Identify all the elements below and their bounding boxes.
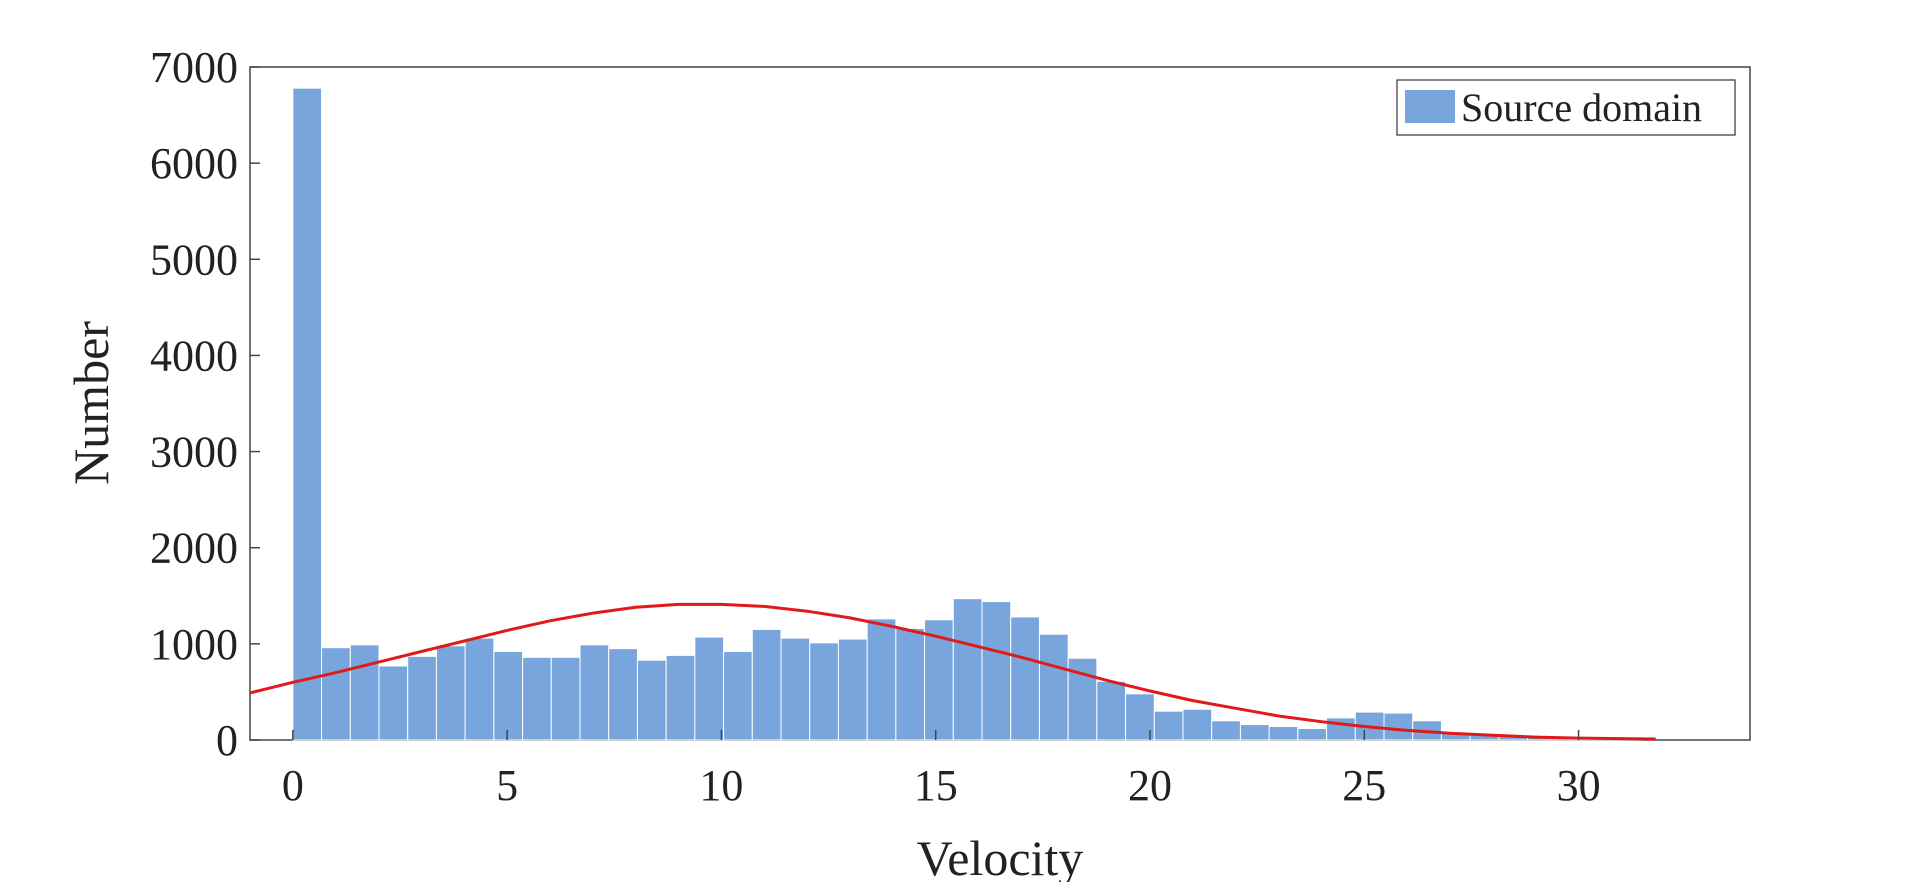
histogram-bar (1268, 726, 1299, 741)
histogram-bar (751, 628, 782, 741)
histogram-bar (608, 648, 638, 741)
x-axis: 0 5 10 15 20 25 30 (282, 730, 1601, 810)
histogram-bar (866, 618, 897, 741)
histogram-bar (407, 655, 437, 741)
histogram-bar (1096, 680, 1127, 741)
histogram-bar (981, 601, 1012, 741)
x-tick-label: 20 (1128, 761, 1172, 810)
histogram-bar (1010, 616, 1040, 741)
y-tick-label: 5000 (150, 235, 238, 284)
histogram-bar (1239, 724, 1270, 741)
x-tick-label: 15 (914, 761, 958, 810)
y-tick-label: 3000 (150, 428, 238, 477)
histogram-bar (1153, 710, 1184, 741)
histogram-bar (579, 644, 610, 741)
histogram-bar (780, 637, 811, 741)
histogram-bar (636, 659, 667, 741)
y-tick-label: 0 (216, 716, 238, 765)
histogram-bar (292, 87, 323, 741)
histogram-bars (292, 87, 1643, 741)
y-tick-label: 1000 (150, 620, 238, 669)
histogram-bar (1326, 717, 1356, 741)
histogram-bar (522, 656, 552, 741)
y-tick-label: 4000 (150, 331, 238, 380)
fitted-curve-line (249, 602, 1656, 741)
histogram-bar (435, 645, 466, 741)
y-tick-label: 2000 (150, 524, 238, 573)
histogram-bar (665, 654, 696, 741)
histogram-bar (1297, 727, 1328, 741)
histogram-bar (895, 627, 926, 741)
histogram-bar (1182, 708, 1213, 741)
histogram-bar (1383, 712, 1414, 741)
y-tick-label: 7000 (150, 43, 238, 92)
histogram-bar (952, 598, 983, 741)
histogram-bar (837, 638, 868, 741)
histogram-bar (349, 644, 380, 741)
histogram-bar (493, 651, 524, 741)
x-axis-title: Velocity (917, 830, 1084, 882)
histogram-bar (694, 636, 725, 741)
legend: Source domain (1396, 79, 1736, 136)
x-tick-label: 25 (1342, 761, 1386, 810)
histogram-bar (809, 642, 839, 741)
histogram-bar (723, 651, 753, 741)
histogram-bar (550, 656, 581, 741)
legend-label: Source domain (1461, 85, 1702, 130)
x-tick-label: 5 (496, 761, 518, 810)
histogram-bar (1211, 720, 1241, 741)
histogram-bar (1038, 633, 1069, 741)
y-tick-label: 6000 (150, 139, 238, 188)
y-axis-title: Number (63, 321, 119, 485)
legend-swatch (1405, 90, 1455, 123)
x-tick-label: 30 (1557, 761, 1601, 810)
y-axis: 0 1000 2000 3000 4000 5000 6000 7000 (150, 43, 260, 765)
histogram-bar (464, 637, 495, 741)
x-tick-label: 0 (282, 761, 304, 810)
x-tick-label: 10 (699, 761, 743, 810)
fitted-curve (249, 602, 1656, 741)
histogram-bar (378, 665, 409, 741)
histogram-bar (321, 647, 351, 741)
